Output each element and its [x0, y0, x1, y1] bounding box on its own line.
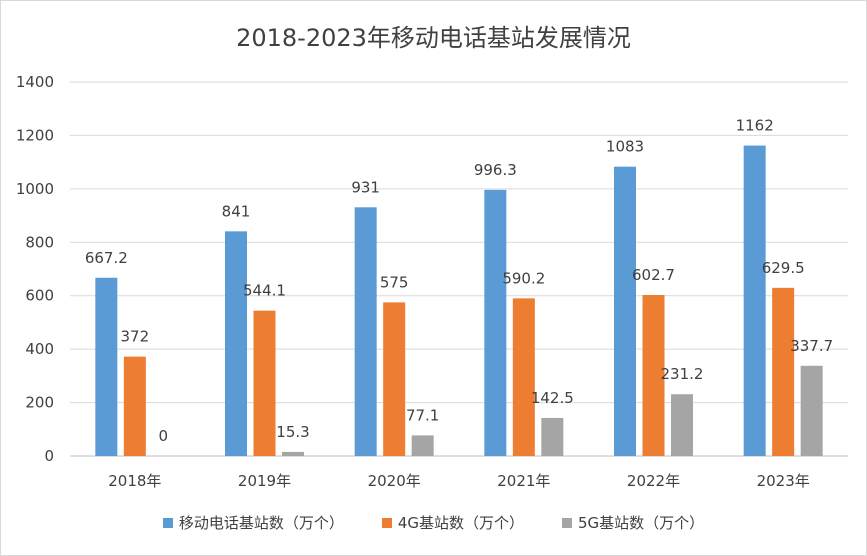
x-tick-label: 2020年 [368, 472, 421, 490]
bar [642, 294, 665, 456]
y-tick-label: 0 [44, 447, 54, 465]
data-label: 77.1 [406, 406, 439, 424]
bar [743, 145, 766, 456]
legend-swatch-5g [562, 517, 572, 528]
data-label: 15.3 [276, 423, 309, 441]
data-label: 590.2 [502, 269, 545, 287]
bar [253, 310, 276, 456]
data-label: 996.3 [474, 161, 517, 179]
data-label: 1162 [736, 117, 774, 135]
bar [225, 231, 247, 456]
y-tick-label: 1200 [16, 126, 54, 144]
y-tick-label: 200 [25, 394, 54, 412]
x-tick-label: 2018年 [108, 472, 161, 490]
bar [95, 277, 118, 456]
legend-item-mobile: 移动电话基站数（万个） [162, 512, 344, 533]
data-label: 231.2 [661, 365, 704, 383]
legend-swatch-mobile [162, 517, 173, 528]
bar [512, 298, 535, 456]
legend-item-5g: 5G基站数（万个） [562, 512, 704, 533]
bar [800, 365, 823, 456]
y-tick-label: 600 [25, 287, 54, 305]
x-tick-label: 2019年 [238, 472, 291, 490]
legend-label-4g: 4G基站数（万个） [397, 514, 524, 532]
data-label: 931 [351, 178, 380, 196]
data-label: 0 [159, 427, 169, 445]
data-label: 372 [121, 328, 150, 346]
bar [614, 166, 636, 457]
bar [282, 451, 304, 456]
data-label: 841 [222, 202, 251, 220]
x-tick-label: 2021年 [497, 472, 550, 490]
x-tick-label: 2022年 [627, 472, 680, 490]
data-label: 667.2 [85, 249, 128, 267]
legend-item-4g: 4G基站数（万个） [381, 512, 524, 533]
y-tick-label: 1000 [16, 180, 54, 198]
data-label: 544.1 [243, 282, 286, 300]
bar [354, 207, 377, 456]
chart-title: 2018-2023年移动电话基站发展情况 [236, 24, 631, 52]
data-label: 575 [380, 273, 409, 291]
x-tick-label: 2023年 [757, 472, 810, 490]
data-label: 1083 [606, 138, 644, 156]
data-label: 142.5 [531, 389, 574, 407]
bar [123, 356, 146, 456]
bar [383, 302, 406, 456]
y-tick-label: 400 [25, 340, 54, 358]
legend-label-5g: 5G基站数（万个） [578, 514, 705, 532]
legend-label-mobile: 移动电话基站数（万个） [178, 514, 344, 532]
bar [484, 189, 507, 456]
bar [541, 417, 564, 456]
legend-swatch-4g [381, 517, 392, 528]
bar [772, 287, 795, 456]
y-tick-label: 1400 [16, 73, 54, 91]
bar [671, 394, 693, 456]
bar [411, 435, 434, 456]
data-label: 602.7 [632, 266, 675, 284]
data-label: 337.7 [790, 337, 833, 355]
y-tick-label: 800 [25, 233, 54, 251]
data-label: 629.5 [762, 259, 805, 277]
legend: 移动电话基站数（万个） 4G基站数（万个） 5G基站数（万个） [0, 512, 867, 533]
